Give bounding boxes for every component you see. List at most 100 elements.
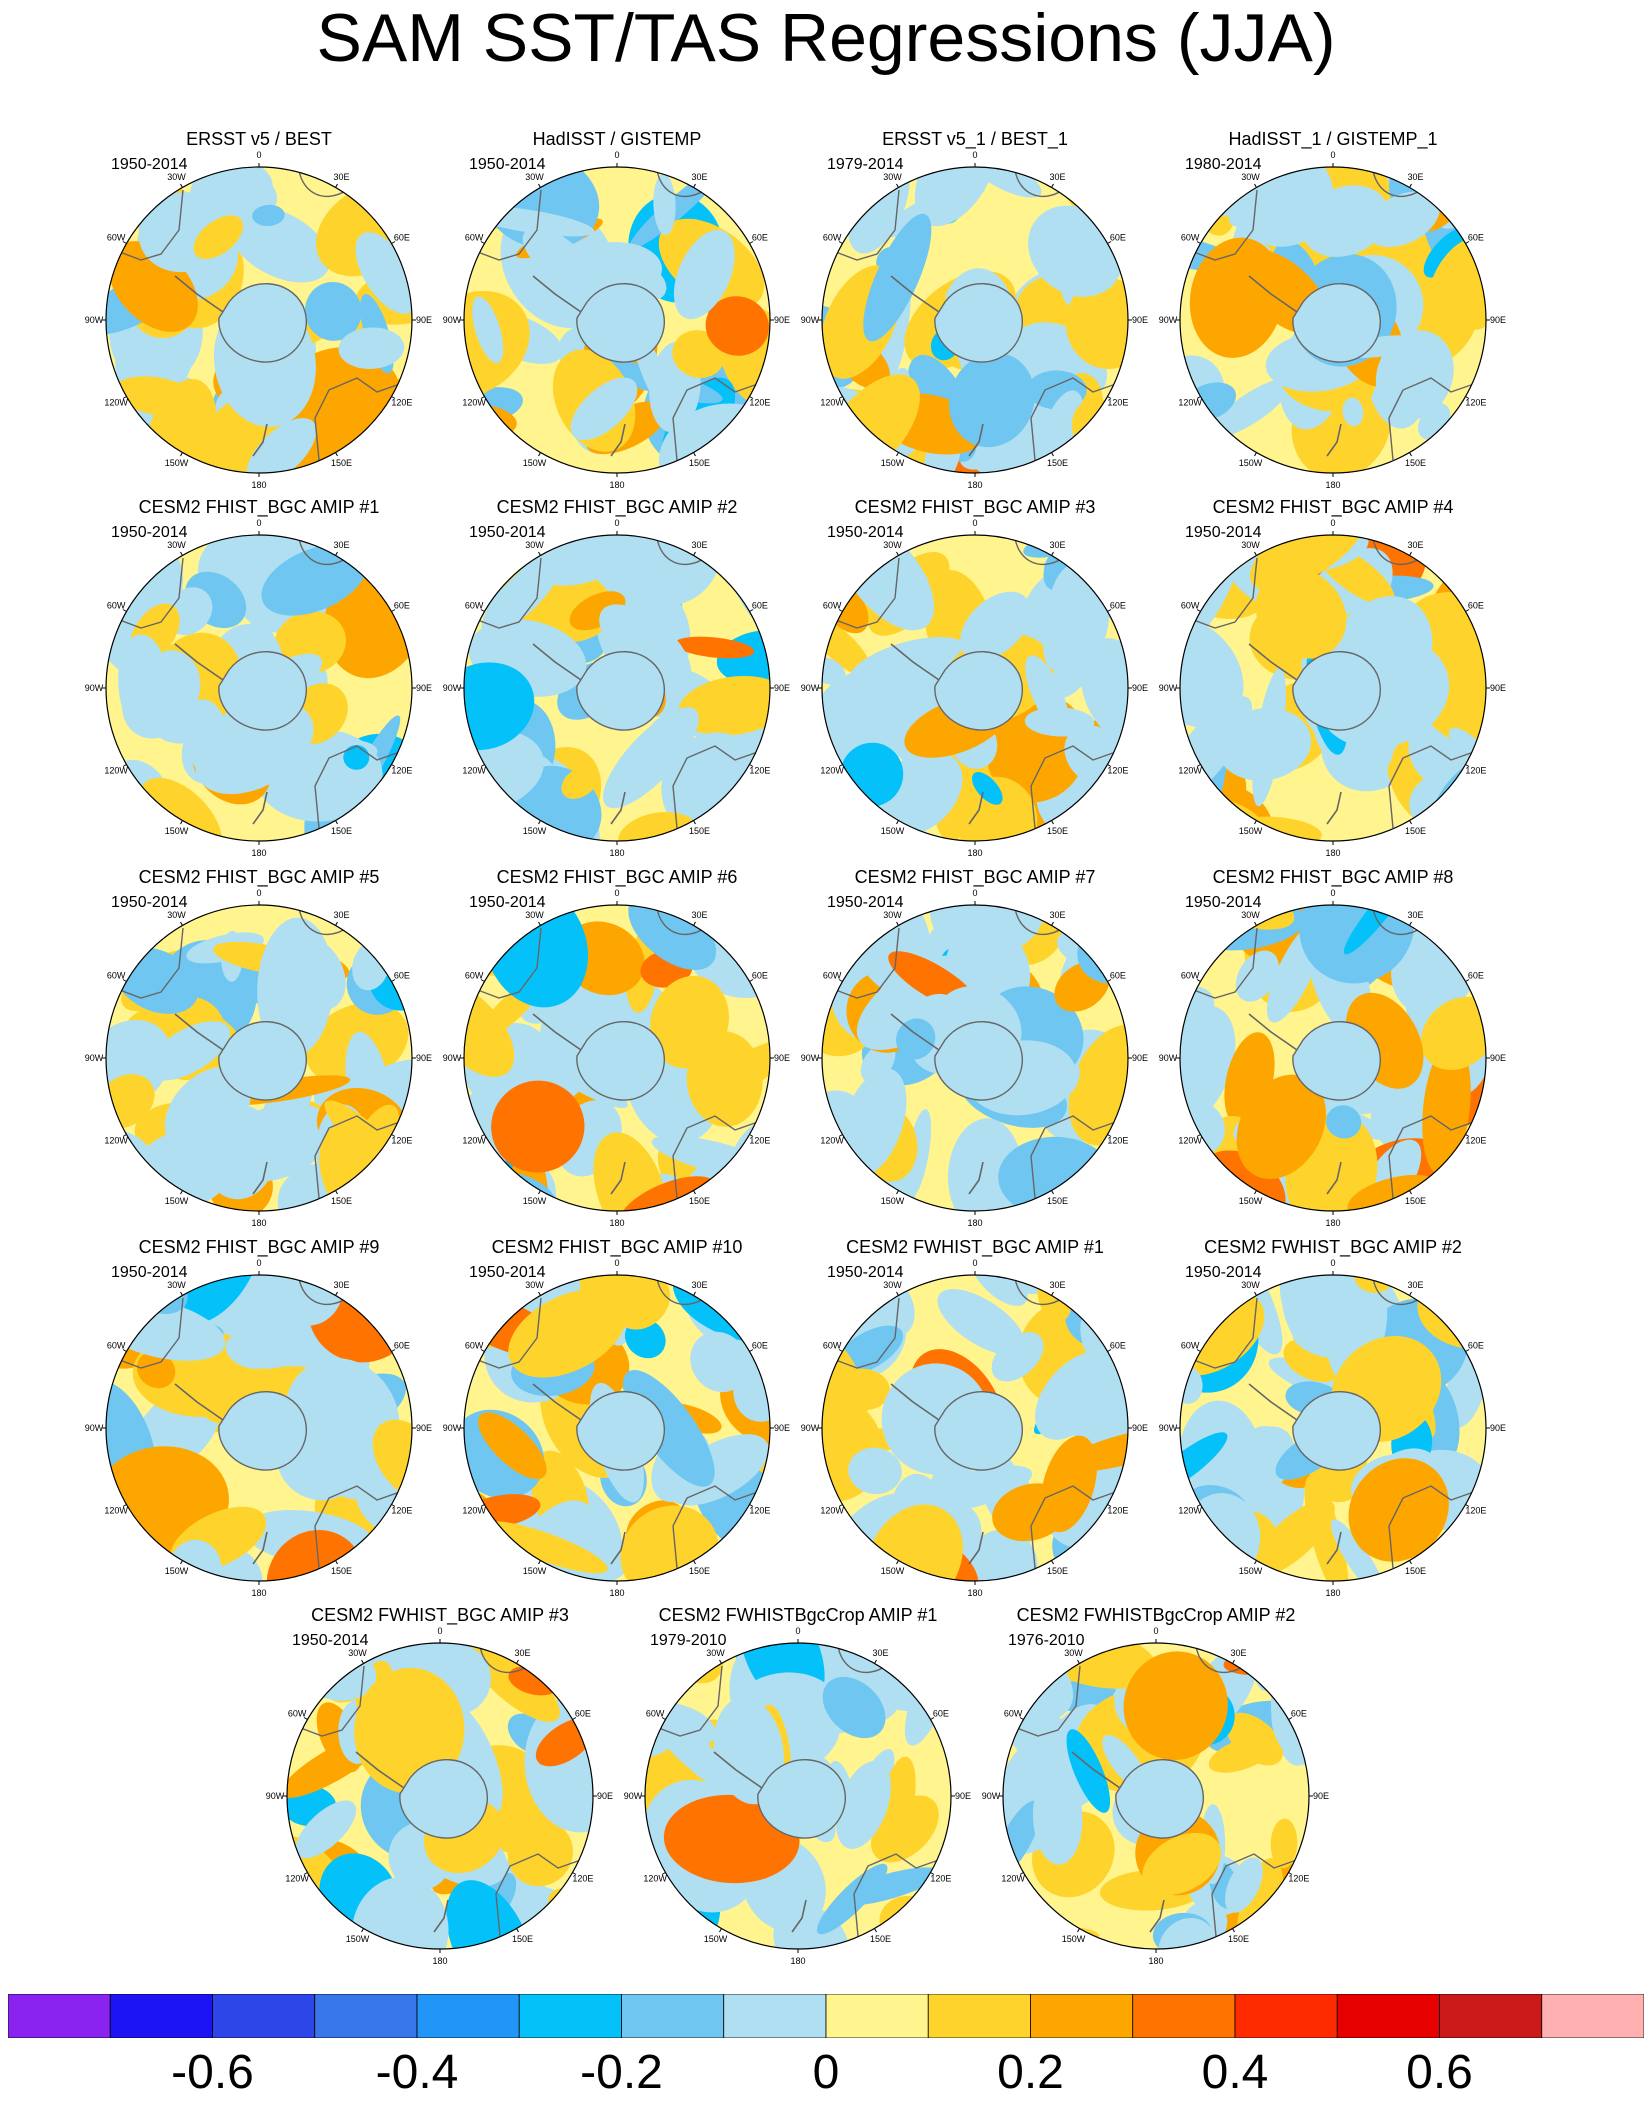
longitude-label: 60W [465, 233, 484, 243]
longitude-label: 30E [333, 1280, 349, 1290]
antarctica-outline [1115, 1759, 1205, 1839]
longitude-label: 120E [1465, 1506, 1486, 1516]
panel-title: CESM2 FWHIST_BGC AMIP #1 [846, 1237, 1104, 1257]
longitude-label: 150W [1239, 826, 1263, 836]
map-panel: CESM2 FHIST_BGC AMIP #9 1950-2014 0 30E 60E 9… [79, 1236, 439, 1606]
longitude-tick [122, 609, 127, 612]
longitude-label: 0 [614, 518, 619, 528]
longitude-label: 90W [1159, 683, 1178, 693]
longitude-label: 0 [1330, 518, 1335, 528]
longitude-label: 90E [1313, 1791, 1329, 1801]
polar-map: 0 30E 60E 90E 120E 150E 180 150W 120W 90W 60W 30W [801, 150, 1148, 490]
longitude-label: 60W [1181, 971, 1200, 981]
longitude-label: 90E [1490, 683, 1506, 693]
longitude-label: 180 [967, 848, 982, 858]
longitude-label: 60E [394, 971, 410, 981]
longitude-label: 60E [1110, 601, 1126, 611]
regression-field [106, 1275, 412, 1581]
longitude-tick [896, 183, 899, 188]
polar-map: 0 30E 60E 90E 120E 150E 180 150W 120W 90W 60W 30W [443, 150, 790, 490]
longitude-tick [538, 1190, 541, 1195]
colorbar-tick-label: -0.4 [375, 2046, 459, 2099]
longitude-tick [122, 764, 127, 767]
longitude-label: 0 [614, 888, 619, 898]
longitude-label: 90W [801, 1423, 820, 1433]
longitude-label: 120E [930, 1874, 951, 1884]
antarctica-outline [576, 1391, 666, 1471]
longitude-tick [1196, 241, 1201, 244]
longitude-tick [1254, 1190, 1257, 1195]
longitude-label: 60W [1181, 233, 1200, 243]
longitude-label: 120W [643, 1874, 667, 1884]
longitude-label: 150E [331, 1196, 352, 1206]
longitude-tick [538, 551, 541, 556]
longitude-tick [391, 979, 396, 982]
longitude-label: 120E [1107, 766, 1128, 776]
longitude-tick [1196, 1349, 1201, 1352]
polar-map: 0 30E 60E 90E 120E 150E 180 150W 120W 90W 60W 30W [85, 888, 432, 1228]
polar-map: 0 30E 60E 90E 120E 150E 180 150W 120W 90W 60W 30W [801, 1258, 1148, 1598]
longitude-label: 180 [609, 1218, 624, 1228]
longitude-label: 150E [1047, 1566, 1068, 1576]
longitude-label: 150W [523, 1196, 547, 1206]
longitude-label: 0 [614, 150, 619, 160]
longitude-label: 60W [823, 601, 842, 611]
longitude-label: 120W [1178, 766, 1202, 776]
longitude-label: 120E [749, 1506, 770, 1516]
longitude-tick [335, 921, 338, 926]
antarctica-outline [934, 1021, 1024, 1101]
longitude-tick [693, 1291, 696, 1296]
longitude-label: 30W [1241, 1280, 1260, 1290]
longitude-label: 150E [1047, 458, 1068, 468]
longitude-label: 120E [1288, 1874, 1309, 1884]
longitude-label: 60W [823, 971, 842, 981]
longitude-tick [1232, 1659, 1235, 1664]
longitude-tick [693, 921, 696, 926]
antarctica-outline [934, 283, 1024, 363]
longitude-label: 180 [432, 1956, 447, 1966]
longitude-label: 90W [443, 1423, 462, 1433]
antarctica-outline [218, 651, 308, 731]
longitude-tick [335, 1190, 338, 1195]
panel-period: 1950-2014 [1185, 1264, 1262, 1281]
panel-period: 1950-2014 [111, 524, 188, 541]
longitude-label: 180 [967, 1218, 982, 1228]
longitude-label: 120W [820, 766, 844, 776]
longitude-tick [1232, 1928, 1235, 1933]
longitude-tick [1077, 1659, 1080, 1664]
panel-title: CESM2 FHIST_BGC AMIP #8 [1212, 867, 1454, 887]
longitude-tick [180, 452, 183, 457]
longitude-tick [838, 1349, 843, 1352]
longitude-label: 30W [883, 910, 902, 920]
longitude-label: 150W [523, 458, 547, 468]
longitude-label: 60E [1110, 1341, 1126, 1351]
longitude-tick [1107, 1134, 1112, 1137]
longitude-label: 30E [333, 172, 349, 182]
longitude-label: 90W [1159, 1423, 1178, 1433]
longitude-tick [693, 183, 696, 188]
longitude-tick [1465, 1349, 1470, 1352]
longitude-tick [1409, 551, 1412, 556]
longitude-label: 180 [967, 1588, 982, 1598]
longitude-label: 30E [1407, 540, 1423, 550]
longitude-label: 0 [972, 888, 977, 898]
longitude-tick [1465, 241, 1470, 244]
longitude-label: 120E [749, 1136, 770, 1146]
map-panel: CESM2 FWHISTBgcCrop AMIP #2 1976-2010 0 30E… [976, 1604, 1336, 1974]
colorbar-swatch [621, 1994, 725, 2038]
longitude-tick [335, 551, 338, 556]
map-panel: HadISST / GISTEMP 1950-2014 0 30E 60E 90E 120E… [437, 128, 797, 498]
antarctica-outline [1292, 1391, 1382, 1471]
longitude-tick [122, 241, 127, 244]
longitude-label: 120W [1178, 1506, 1202, 1516]
longitude-label: 30W [525, 540, 544, 550]
longitude-tick [1051, 452, 1054, 457]
regression-field [106, 905, 412, 1211]
longitude-label: 60W [465, 601, 484, 611]
longitude-tick [1196, 764, 1201, 767]
map-panel: CESM2 FHIST_BGC AMIP #3 1950-2014 0 30E 60E 9… [795, 496, 1155, 866]
colorbar-swatch [8, 1994, 111, 2038]
longitude-label: 150E [1405, 1196, 1426, 1206]
panel-title: CESM2 FHIST_BGC AMIP #1 [138, 497, 380, 517]
longitude-tick [335, 452, 338, 457]
